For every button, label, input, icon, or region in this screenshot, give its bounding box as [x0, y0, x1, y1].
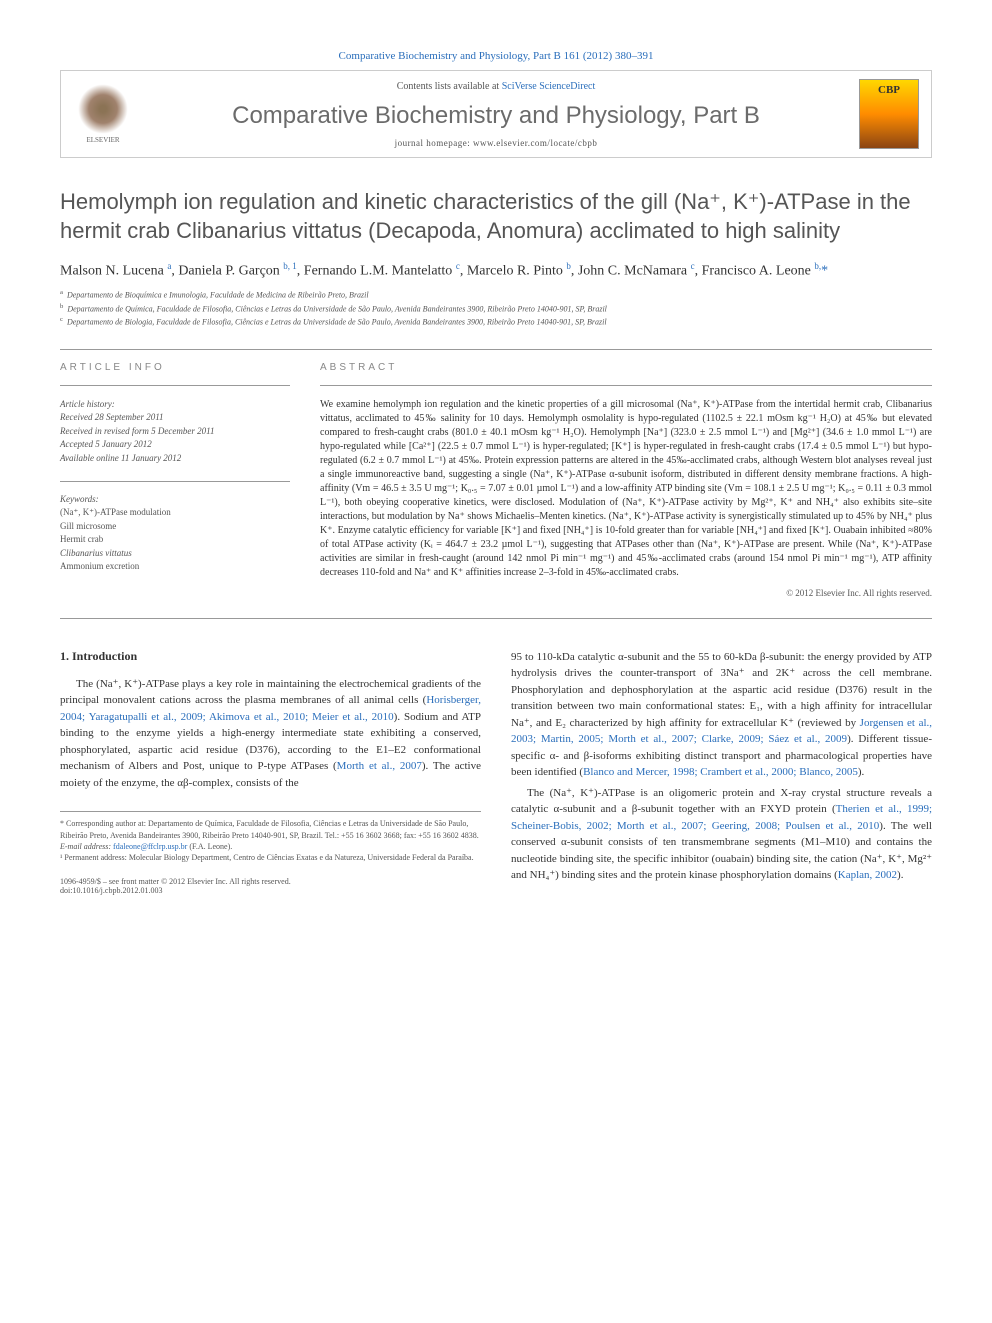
doi-block: 1096-4959/$ – see front matter © 2012 El…	[60, 877, 481, 895]
cbp-cover-thumbnail: CBP	[859, 79, 919, 149]
doi-line: doi:10.1016/j.cbpb.2012.01.003	[60, 886, 481, 895]
elsevier-logo: ELSEVIER	[73, 79, 133, 149]
body-right-column: 95 to 110-kDa catalytic α-subunit and th…	[511, 649, 932, 895]
keyword: Gill microsome	[60, 520, 290, 534]
contents-line: Contents lists available at SciVerse Sci…	[149, 81, 843, 92]
keyword: (Na⁺, K⁺)-ATPase modulation	[60, 506, 290, 520]
body-text: The (Na⁺, K⁺)-ATPase plays a key role in…	[60, 678, 481, 707]
citation-link[interactable]: Kaplan, 2002	[838, 869, 897, 881]
abstract-copyright: © 2012 Elsevier Inc. All rights reserved…	[320, 588, 932, 598]
article-history: Article history: Received 28 September 2…	[60, 398, 290, 466]
divider	[60, 349, 932, 350]
divider	[320, 385, 932, 386]
article-info-column: ARTICLE INFO Article history: Received 2…	[60, 362, 290, 598]
sciencedirect-link[interactable]: SciVerse ScienceDirect	[502, 81, 596, 92]
email-footnote: E-mail address: fdaleone@ffclrp.usp.br (…	[60, 841, 481, 852]
citation-link[interactable]: Blanco and Mercer, 1998; Crambert et al.…	[583, 766, 858, 778]
keyword: Hermit crab	[60, 533, 290, 547]
body-columns: 1. Introduction The (Na⁺, K⁺)-ATPase pla…	[60, 649, 932, 895]
history-online: Available online 11 January 2012	[60, 452, 290, 466]
divider	[60, 481, 290, 482]
affiliation-c: c Departamento de Biologia, Faculdade de…	[60, 315, 932, 329]
keywords-list: (Na⁺, K⁺)-ATPase modulation Gill microso…	[60, 506, 290, 574]
page-container: Comparative Biochemistry and Physiology,…	[0, 0, 992, 945]
abstract-label: ABSTRACT	[320, 362, 932, 373]
front-matter-line: 1096-4959/$ – see front matter © 2012 El…	[60, 877, 481, 886]
intro-paragraph: The (Na⁺, K⁺)-ATPase plays a key role in…	[60, 676, 481, 792]
intro-continued: 95 to 110-kDa catalytic α-subunit and th…	[511, 649, 932, 884]
journal-name: Comparative Biochemistry and Physiology,…	[149, 102, 843, 130]
contents-prefix: Contents lists available at	[397, 81, 502, 92]
affiliation-a: a Departamento de Bioquímica e Imunologi…	[60, 288, 932, 302]
abstract-column: ABSTRACT We examine hemolymph ion regula…	[320, 362, 932, 598]
keywords-label: Keywords:	[60, 494, 290, 504]
keyword: Ammonium excretion	[60, 560, 290, 574]
article-title: Hemolymph ion regulation and kinetic cha…	[60, 188, 932, 245]
corresponding-author-footnote: * Corresponding author at: Departamento …	[60, 818, 481, 840]
author-list: Malson N. Lucena a, Daniela P. Garçon b,…	[60, 261, 932, 280]
introduction-heading: 1. Introduction	[60, 649, 481, 664]
body-text: ).	[897, 869, 903, 881]
history-accepted: Accepted 5 January 2012	[60, 438, 290, 452]
history-revised: Received in revised form 5 December 2011	[60, 425, 290, 439]
affiliation-b: b Departamento de Química, Faculdade de …	[60, 302, 932, 316]
divider	[60, 618, 932, 619]
affiliations: a Departamento de Bioquímica e Imunologi…	[60, 288, 932, 329]
top-citation-link[interactable]: Comparative Biochemistry and Physiology,…	[60, 50, 932, 62]
journal-header-box: ELSEVIER Contents lists available at Sci…	[60, 70, 932, 158]
email-link[interactable]: fdaleone@ffclrp.usp.br	[113, 842, 187, 851]
abstract-text: We examine hemolymph ion regulation and …	[320, 398, 932, 580]
footnotes-block: * Corresponding author at: Departamento …	[60, 811, 481, 863]
divider	[60, 385, 290, 386]
citation-link[interactable]: Morth et al., 2007	[337, 760, 422, 772]
elsevier-tree-icon	[78, 84, 128, 134]
article-info-label: ARTICLE INFO	[60, 362, 290, 373]
info-abstract-row: ARTICLE INFO Article history: Received 2…	[60, 362, 932, 598]
keyword: Clibanarius vittatus	[60, 547, 290, 561]
header-center: Contents lists available at SciVerse Sci…	[149, 81, 843, 148]
history-label: Article history:	[60, 398, 290, 412]
permanent-address-footnote: ¹ Permanent address: Molecular Biology D…	[60, 852, 481, 863]
body-left-column: 1. Introduction The (Na⁺, K⁺)-ATPase pla…	[60, 649, 481, 895]
history-received: Received 28 September 2011	[60, 411, 290, 425]
body-text: ).	[858, 766, 864, 778]
elsevier-label: ELSEVIER	[86, 136, 119, 144]
journal-homepage: journal homepage: www.elsevier.com/locat…	[149, 138, 843, 148]
